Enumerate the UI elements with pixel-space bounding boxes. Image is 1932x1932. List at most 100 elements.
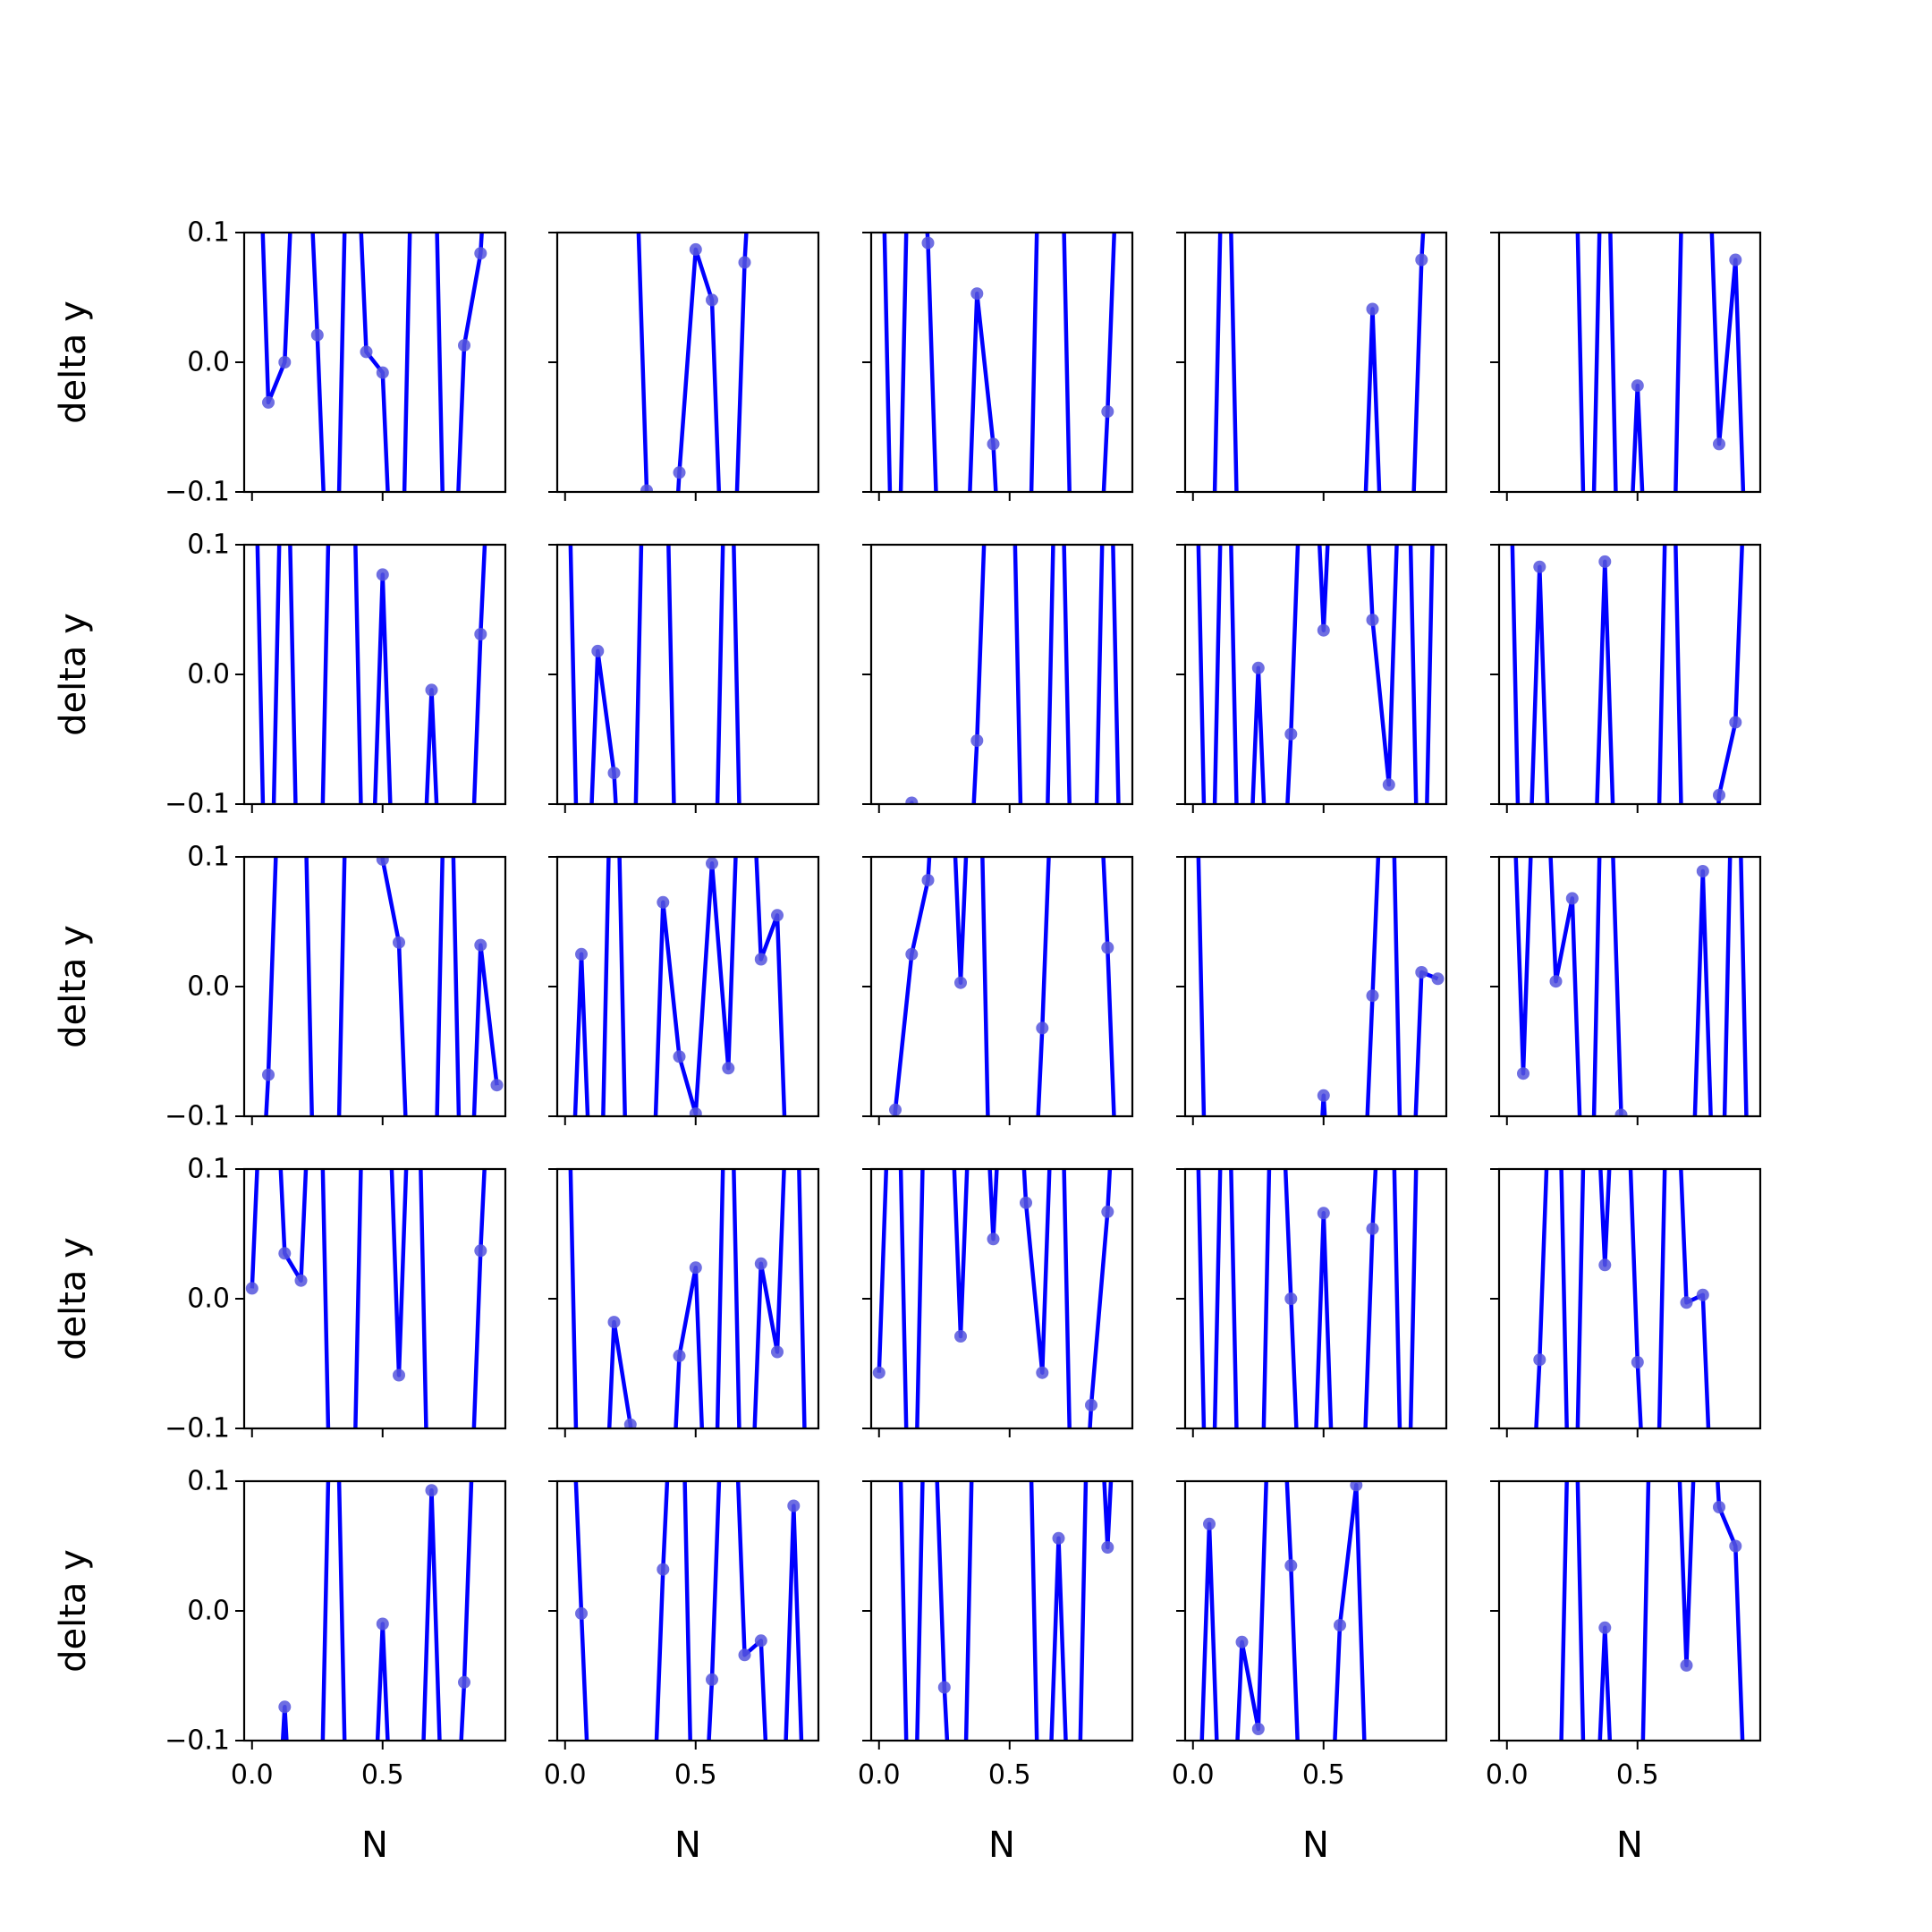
series-group [1533, 1169, 1711, 1428]
data-point [1565, 892, 1579, 905]
subplot-r3-c5 [1490, 855, 1762, 1125]
series-group [260, 233, 487, 492]
data-point [278, 1247, 292, 1260]
data-point [706, 293, 718, 307]
data-point [937, 1681, 951, 1694]
y-tick-label: −0.1 [165, 1413, 230, 1445]
data-point [970, 287, 984, 301]
y-tick-label: −0.1 [165, 477, 230, 508]
y-tick-label: 0.0 [187, 971, 230, 1003]
x-tick-label: 0.0 [544, 1759, 587, 1791]
series-group [262, 857, 504, 1116]
data-point [1101, 405, 1114, 419]
data-point [1366, 302, 1379, 316]
data-point [1251, 1723, 1265, 1735]
series-line [568, 1169, 807, 1428]
y-tick-label: 0.0 [187, 347, 230, 378]
data-point [360, 345, 373, 359]
series-group [1199, 1481, 1367, 1741]
y-axis-label: delta y [53, 925, 94, 1048]
x-tick-label: 0.0 [231, 1759, 274, 1791]
data-point [1533, 1353, 1546, 1367]
data-point [1431, 972, 1445, 986]
series-line [1510, 545, 1744, 804]
data-point [607, 767, 621, 780]
axes-frame [1497, 231, 1762, 494]
x-axis-label: N [988, 1825, 1015, 1866]
series-group [1212, 233, 1428, 492]
data-point [1415, 253, 1428, 267]
subplot-r3-c2 [548, 855, 820, 1125]
data-point [987, 1233, 1000, 1246]
axes-frame [1183, 1479, 1448, 1742]
data-point [1598, 555, 1612, 568]
y-tick-label: 0.1 [187, 1154, 230, 1185]
series-line [1196, 1169, 1419, 1428]
y-tick-label: 0.1 [187, 842, 230, 873]
data-point [474, 938, 487, 952]
data-point [771, 909, 784, 922]
data-point [1036, 1021, 1049, 1035]
series-group [889, 857, 1116, 1116]
data-point [1317, 1207, 1330, 1220]
data-point [673, 1349, 686, 1362]
data-point [262, 395, 275, 409]
x-tick-label: 0.0 [858, 1759, 901, 1791]
data-point [706, 1673, 718, 1686]
data-point [1284, 727, 1298, 741]
data-point [376, 1617, 389, 1631]
axes-frame [242, 855, 507, 1118]
subplot-r4-c2 [548, 1167, 820, 1437]
series-group [1196, 545, 1435, 804]
data-point [1366, 614, 1379, 627]
data-point [640, 484, 653, 492]
series-group [1513, 857, 1749, 1116]
series-line [909, 545, 1121, 804]
data-point [689, 242, 702, 256]
series-group [905, 545, 1121, 804]
series-line [1534, 1169, 1711, 1428]
series-line [573, 1481, 804, 1741]
data-point [954, 1330, 967, 1343]
data-point [1317, 623, 1330, 637]
data-point [1713, 1501, 1725, 1513]
subplot-r3-c3 [862, 855, 1134, 1125]
data-point [706, 857, 718, 870]
data-point [393, 1368, 405, 1382]
subplot-r1-c4 [1176, 231, 1448, 501]
data-point [1235, 1635, 1249, 1648]
series-line [898, 1481, 1114, 1741]
series-line [264, 857, 499, 1116]
series-group [882, 233, 1116, 492]
y-axis-label: delta y [53, 1549, 94, 1673]
data-point [673, 1050, 686, 1063]
data-point [921, 874, 935, 887]
series-group [568, 545, 741, 804]
data-point [474, 628, 487, 640]
x-tick-label: 0.5 [361, 1759, 404, 1791]
data-point [294, 1274, 308, 1287]
y-axis-label: delta y [53, 1237, 94, 1360]
data-point [278, 1700, 292, 1714]
data-point [905, 947, 919, 961]
subplot-r5-c5: 0.0 0.5 N [1486, 1479, 1762, 1866]
data-point [1680, 1658, 1693, 1672]
series-line [1196, 857, 1439, 1116]
subplot-r1-c2 [548, 231, 820, 501]
y-tick-label: −0.1 [165, 1725, 230, 1757]
subplot-r3-c1: −0.1 0.0 0.1 delta y [53, 842, 507, 1132]
series-line [260, 233, 484, 492]
data-point [474, 1244, 487, 1258]
data-point [1631, 1356, 1644, 1368]
y-axis-label: delta y [53, 301, 94, 424]
data-point [673, 466, 686, 479]
y-tick-label: 0.0 [187, 659, 230, 691]
data-point [1317, 1089, 1330, 1102]
data-point [657, 895, 670, 909]
data-point [425, 1484, 438, 1497]
subplot-r1-c1: −0.1 0.0 0.1 delta y [53, 217, 507, 508]
data-point [787, 1499, 801, 1513]
data-point [689, 1261, 702, 1275]
data-point [905, 796, 919, 804]
y-tick-label: 0.0 [187, 1596, 230, 1627]
